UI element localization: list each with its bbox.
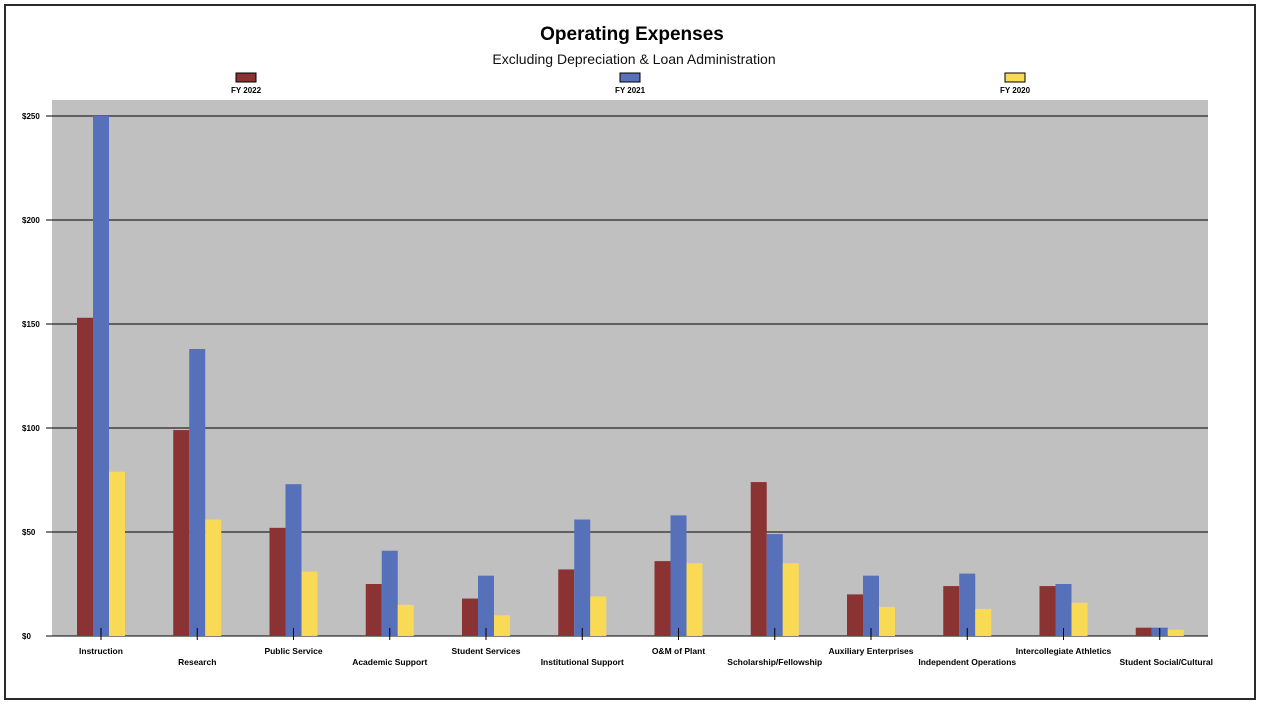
bar-fy-2020 [975,608,992,636]
y-tick-label: $250 [22,112,40,121]
bar-fy-2021 [959,573,976,636]
y-tick-label: $0 [22,632,31,641]
bar-fy-2021 [381,550,398,636]
bar-fy-2021 [1055,584,1072,636]
bar-fy-2020 [879,606,895,636]
bar-fy-2021 [766,534,783,636]
bar-fy-2021 [863,575,879,636]
bar-fy-2020 [301,571,318,636]
chart-frame [4,4,1256,700]
legend-label: FY 2020 [1000,86,1031,95]
plot-background [52,100,1208,636]
bar-fy-2020 [686,563,703,636]
legend-swatch [619,72,641,83]
bar-fy-2020 [782,563,799,636]
bar-fy-2022 [654,561,671,636]
category-label: Instruction [79,646,123,656]
bar-fy-2021 [478,575,494,636]
bar-fy-2021 [285,484,302,636]
category-label: O&M of Plant [652,646,706,656]
category-label: Academic Support [352,657,427,667]
category-label: Independent Operations [918,657,1016,667]
bar-fy-2022 [750,482,767,636]
bar-fy-2021 [189,348,206,636]
y-tick-label: $150 [22,320,40,329]
bar-fy-2021 [93,116,109,636]
bar-fy-2022 [558,569,575,636]
bar-fy-2020 [1071,602,1088,636]
chart-title: Operating Expenses [540,24,724,45]
bar-fy-2021 [670,515,687,636]
bar-fy-2020 [590,596,607,636]
category-label: Auxiliary Enterprises [828,646,913,656]
y-tick-label: $50 [22,528,36,537]
category-label: Public Service [264,646,322,656]
category-label: Student Social/Cultural [1119,657,1213,667]
bar-fy-2020 [397,604,414,636]
bar-fy-2022 [173,430,190,636]
legend-label: FY 2022 [231,86,262,95]
bar-fy-2022 [1039,586,1056,636]
bar-fy-2022 [847,594,863,636]
legend-label: FY 2021 [615,86,646,95]
chart-subtitle: Excluding Depreciation & Loan Administra… [492,51,775,67]
bar-fy-2022 [1135,627,1152,636]
legend-swatch [1004,72,1026,83]
category-label: Scholarship/Fellowship [727,657,822,667]
category-label: Intercollegiate Athletics [1016,646,1112,656]
category-label: Research [178,657,216,667]
bar-fy-2022 [943,586,960,636]
bar-fy-2022 [365,584,382,636]
category-label: Institutional Support [541,657,624,667]
plot-area: $0 $50 $100 $150 $200 $250 Instruction Research… [22,100,1213,667]
bar-fy-2021 [574,519,591,636]
bar-fy-2020 [1167,629,1184,636]
category-label: Student Services [452,646,521,656]
bar-fy-2022 [462,598,478,636]
y-tick-label: $100 [22,424,40,433]
legend-swatch [235,72,257,83]
bar-fy-2020 [109,471,125,636]
y-tick-label: $200 [22,216,40,225]
bar-fy-2020 [205,519,222,636]
bar-fy-2022 [269,527,286,636]
bar-fy-2020 [494,615,510,636]
bar-fy-2022 [77,317,93,636]
legend: FY 2022 FY 2021 FY 2020 [231,72,1031,95]
